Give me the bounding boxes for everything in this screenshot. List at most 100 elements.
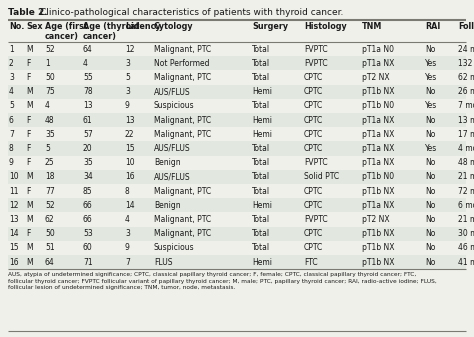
- Text: No: No: [425, 173, 436, 181]
- Text: 9: 9: [125, 243, 130, 252]
- Text: Follow-up: Follow-up: [458, 22, 474, 31]
- Text: No: No: [425, 257, 436, 267]
- Text: 4: 4: [83, 59, 88, 68]
- Text: Latency: Latency: [125, 22, 161, 31]
- Text: No: No: [425, 116, 436, 125]
- Text: 15: 15: [9, 243, 18, 252]
- Text: No: No: [425, 158, 436, 167]
- Text: pT1b N0: pT1b N0: [362, 173, 394, 181]
- Text: No: No: [425, 187, 436, 195]
- Text: 21 mo: 21 mo: [458, 173, 474, 181]
- Text: Hemi: Hemi: [252, 257, 272, 267]
- Text: Total: Total: [252, 229, 270, 238]
- Text: pT1b NX: pT1b NX: [362, 243, 394, 252]
- Text: 35: 35: [83, 158, 93, 167]
- Text: 64: 64: [45, 257, 55, 267]
- Text: 75: 75: [45, 87, 55, 96]
- Text: M: M: [26, 44, 33, 54]
- Text: No.: No.: [9, 22, 24, 31]
- Text: 1: 1: [45, 59, 50, 68]
- Text: M: M: [26, 243, 33, 252]
- Text: 14: 14: [125, 201, 135, 210]
- Text: FVPTC: FVPTC: [304, 215, 328, 224]
- Bar: [8, 127, 466, 142]
- Text: 3: 3: [125, 87, 130, 96]
- Text: FVPTC: FVPTC: [304, 44, 328, 54]
- Text: No: No: [425, 215, 436, 224]
- Text: 15: 15: [125, 144, 135, 153]
- Text: 66: 66: [83, 201, 93, 210]
- Text: 17 mo: 17 mo: [458, 130, 474, 139]
- Bar: [8, 156, 466, 170]
- Text: Sex: Sex: [26, 22, 43, 31]
- Text: F: F: [26, 59, 30, 68]
- Bar: [8, 184, 466, 198]
- Text: 21 mo: 21 mo: [458, 215, 474, 224]
- Text: pT1b NX: pT1b NX: [362, 257, 394, 267]
- Text: F: F: [26, 187, 30, 195]
- Text: FVPTC: FVPTC: [304, 59, 328, 68]
- Text: 85: 85: [83, 187, 92, 195]
- Text: Hemi: Hemi: [252, 201, 272, 210]
- Text: 4: 4: [9, 87, 14, 96]
- Text: Histology: Histology: [304, 22, 347, 31]
- Text: pT1a NX: pT1a NX: [362, 116, 394, 125]
- Text: Malignant, PTC: Malignant, PTC: [154, 215, 211, 224]
- Text: CPTC: CPTC: [304, 187, 323, 195]
- Text: 34: 34: [83, 173, 93, 181]
- Text: 78: 78: [83, 87, 92, 96]
- Text: 57: 57: [83, 130, 93, 139]
- Text: 41 mo: 41 mo: [458, 257, 474, 267]
- Text: Total: Total: [252, 59, 270, 68]
- Text: M: M: [26, 101, 33, 111]
- Text: 46 mo: 46 mo: [458, 243, 474, 252]
- Text: 20: 20: [83, 144, 92, 153]
- Text: CPTC: CPTC: [304, 101, 323, 111]
- Text: 4: 4: [45, 101, 50, 111]
- Text: Hemi: Hemi: [252, 87, 272, 96]
- Text: 13: 13: [83, 101, 92, 111]
- Text: 5: 5: [45, 144, 50, 153]
- Bar: [8, 56, 466, 70]
- Text: No: No: [425, 229, 436, 238]
- Text: Yes: Yes: [425, 101, 437, 111]
- Text: 66: 66: [83, 215, 93, 224]
- Text: 71: 71: [83, 257, 92, 267]
- Text: Yes: Yes: [425, 144, 437, 153]
- Bar: [8, 113, 466, 127]
- Text: 9: 9: [125, 101, 130, 111]
- Text: 7: 7: [9, 130, 14, 139]
- Text: 6: 6: [9, 116, 14, 125]
- Text: CPTC: CPTC: [304, 73, 323, 82]
- Text: 24 mo: 24 mo: [458, 44, 474, 54]
- Text: 62: 62: [45, 215, 55, 224]
- Text: Cytology: Cytology: [154, 22, 193, 31]
- Text: 62 mo: 62 mo: [458, 73, 474, 82]
- Text: 9: 9: [9, 158, 14, 167]
- Text: 10: 10: [125, 158, 135, 167]
- Text: 22: 22: [125, 130, 135, 139]
- Text: 2: 2: [9, 59, 14, 68]
- Text: 61: 61: [83, 116, 92, 125]
- Text: pT1a N0: pT1a N0: [362, 44, 394, 54]
- Text: Benign: Benign: [154, 201, 181, 210]
- Bar: [8, 226, 466, 241]
- Text: 12: 12: [9, 201, 18, 210]
- Text: 18: 18: [45, 173, 55, 181]
- Text: pT2 NX: pT2 NX: [362, 215, 390, 224]
- Text: F: F: [26, 229, 30, 238]
- Text: Yes: Yes: [425, 59, 437, 68]
- Text: 50: 50: [45, 73, 55, 82]
- Text: 16: 16: [9, 257, 18, 267]
- Text: 55: 55: [83, 73, 93, 82]
- Text: 35: 35: [45, 130, 55, 139]
- Text: TNM: TNM: [362, 22, 383, 31]
- Text: Malignant, PTC: Malignant, PTC: [154, 44, 211, 54]
- Text: CPTC: CPTC: [304, 229, 323, 238]
- Text: M: M: [26, 215, 33, 224]
- Text: Total: Total: [252, 144, 270, 153]
- Text: Solid PTC: Solid PTC: [304, 173, 339, 181]
- Text: No: No: [425, 243, 436, 252]
- Text: pT1a NX: pT1a NX: [362, 59, 394, 68]
- Text: No: No: [425, 44, 436, 54]
